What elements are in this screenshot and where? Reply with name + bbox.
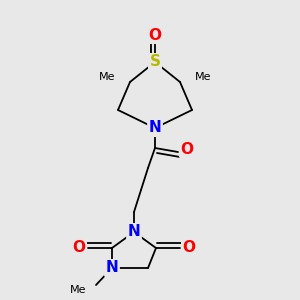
Text: O: O bbox=[73, 241, 85, 256]
Text: N: N bbox=[148, 121, 161, 136]
Text: N: N bbox=[106, 260, 118, 275]
Text: S: S bbox=[149, 55, 161, 70]
Text: Me: Me bbox=[195, 72, 211, 82]
Text: O: O bbox=[182, 241, 196, 256]
Text: Me: Me bbox=[98, 72, 115, 82]
Text: O: O bbox=[181, 142, 194, 157]
Text: O: O bbox=[148, 28, 161, 43]
Text: Me: Me bbox=[70, 285, 86, 295]
Text: N: N bbox=[128, 224, 140, 239]
